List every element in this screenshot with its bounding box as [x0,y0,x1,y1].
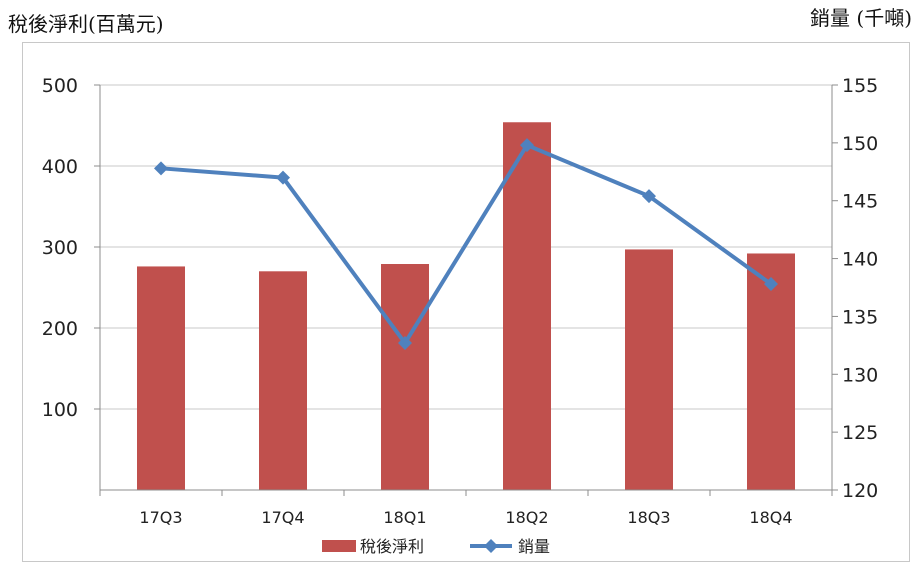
category-labels: 17Q3 17Q4 18Q1 18Q2 18Q3 18Q4 [139,508,792,527]
legend: 稅後淨利 銷量 [322,537,550,556]
left-tick-label: 400 [42,156,78,178]
line-series [154,138,778,351]
right-tick-label: 130 [842,364,878,386]
category-label: 18Q3 [627,508,670,527]
line-point [154,161,168,176]
line-point [520,138,534,153]
bar [747,253,795,490]
left-axis-title: 稅後淨利(百萬元) [8,12,164,36]
legend-label-line: 銷量 [518,537,550,556]
axes [94,84,838,496]
left-tick-label: 500 [42,75,78,97]
right-tick-label: 135 [842,306,878,328]
legend-marker-line [484,539,498,553]
bar [503,122,551,490]
right-tick-label: 140 [842,249,878,271]
bar [259,271,307,490]
category-label: 18Q1 [383,508,426,527]
series-line [160,143,773,346]
legend-swatch-bar [322,540,356,552]
right-tick-label: 155 [842,75,878,97]
line-point [764,277,778,292]
bar [381,264,429,490]
line-point [642,189,656,204]
left-tick-label: 100 [42,399,78,421]
line-point [276,170,290,185]
bar-series [137,122,795,490]
category-label: 17Q4 [261,508,304,527]
right-tick-labels: 120 125 130 135 140 145 150 155 [842,75,878,502]
bar [137,266,185,490]
left-tick-label: 200 [42,318,78,340]
line-point [398,336,412,351]
bar [625,249,673,490]
left-tick-labels: 100 200 300 400 500 [42,75,78,421]
legend-label-bar: 稅後淨利 [360,537,424,556]
right-tick-label: 120 [842,480,878,502]
right-tick-label: 150 [842,133,878,155]
category-label: 17Q3 [139,508,182,527]
category-label: 18Q2 [505,508,548,527]
left-tick-label: 300 [42,237,78,259]
category-label: 18Q4 [749,508,792,527]
right-axis-title: 銷量 (千噸) [810,6,912,30]
right-tick-label: 145 [842,191,878,213]
right-tick-label: 125 [842,422,878,444]
